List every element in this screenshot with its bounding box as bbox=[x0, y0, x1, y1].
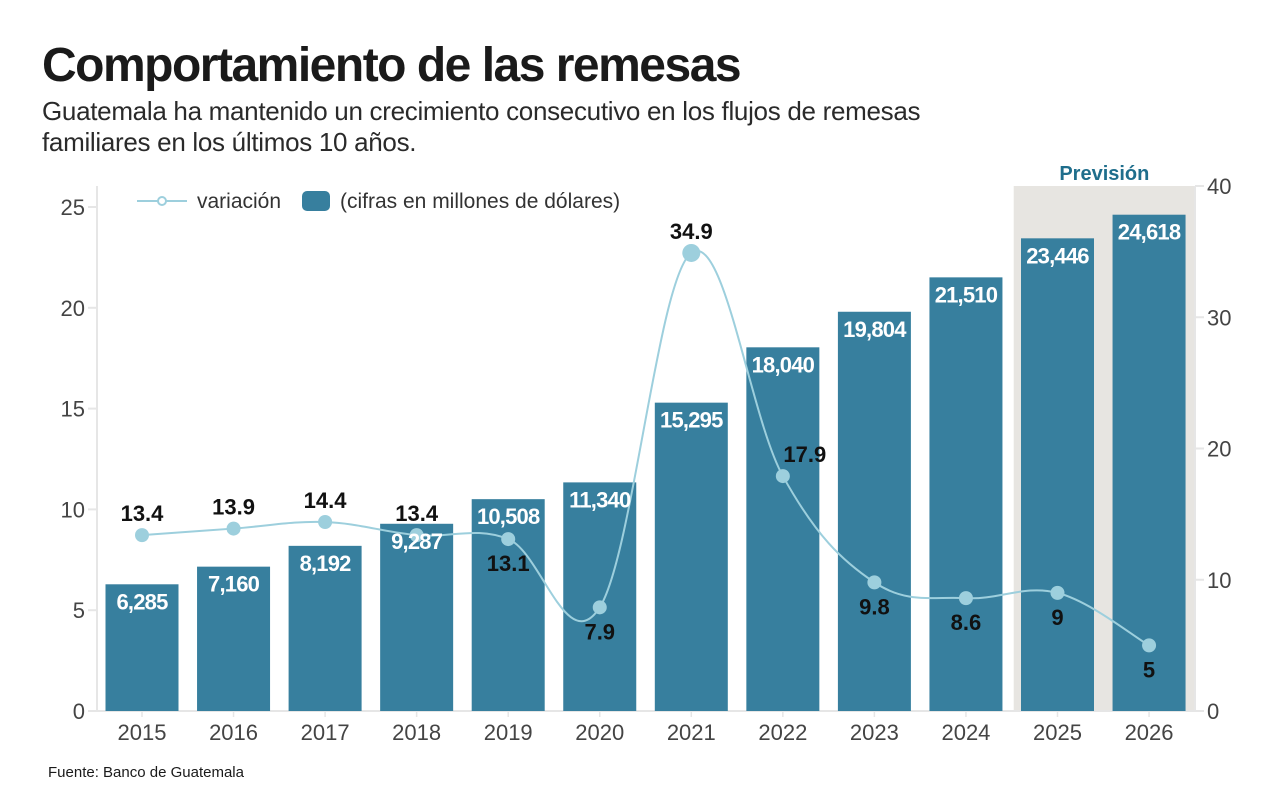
bar-2019 bbox=[471, 499, 545, 711]
bar-2020 bbox=[563, 482, 637, 711]
legend-label-variacion: variación bbox=[197, 190, 281, 213]
bar-2017 bbox=[288, 545, 362, 711]
x-tick-label: 2020 bbox=[575, 720, 624, 745]
bar-2022 bbox=[746, 347, 820, 711]
source-note: Fuente: Banco de Guatemala bbox=[48, 764, 244, 781]
variation-label-2018: 13.4 bbox=[395, 501, 439, 526]
right-tick-label: 30 bbox=[1207, 305, 1231, 330]
left-tick-label: 0 bbox=[73, 699, 85, 724]
variation-point-2020 bbox=[592, 600, 607, 615]
bar-label-2022: 18,040 bbox=[752, 352, 815, 377]
right-tick-label: 10 bbox=[1207, 568, 1231, 593]
variation-label-2020: 7.9 bbox=[584, 619, 615, 644]
bar-label-2023: 19,804 bbox=[843, 317, 907, 342]
legend-label-cifras: (cifras en millones de dólares) bbox=[340, 190, 620, 213]
chart-title: Comportamiento de las remesas bbox=[42, 39, 742, 92]
bar-label-2021: 15,295 bbox=[660, 408, 723, 433]
bar-label-2019: 10,508 bbox=[477, 504, 540, 529]
bar-label-2016: 7,160 bbox=[208, 572, 260, 597]
variation-label-2016: 13.9 bbox=[212, 495, 255, 520]
variation-point-2024 bbox=[958, 591, 973, 606]
legend-line-marker bbox=[157, 196, 167, 206]
variation-label-2023: 9.8 bbox=[859, 594, 890, 619]
bar-label-2024: 21,510 bbox=[935, 282, 998, 307]
x-tick-label: 2019 bbox=[484, 720, 533, 745]
bar-2021 bbox=[654, 402, 728, 711]
legend-bar-swatch bbox=[302, 191, 330, 211]
bar-label-2017: 8,192 bbox=[300, 551, 352, 576]
bar-2026 bbox=[1112, 214, 1186, 712]
variation-label-2025: 9 bbox=[1051, 605, 1063, 630]
forecast-label: Previsión bbox=[1059, 163, 1149, 185]
right-tick-label: 40 bbox=[1207, 174, 1231, 199]
bar-2016 bbox=[197, 566, 271, 711]
right-tick-label: 20 bbox=[1207, 437, 1231, 462]
variation-point-2019 bbox=[501, 532, 516, 547]
legend: variación (cifras en millones de dólares… bbox=[137, 190, 620, 213]
bar-2015 bbox=[105, 584, 179, 711]
variation-point-2018 bbox=[409, 528, 424, 543]
bar-label-2015: 6,285 bbox=[116, 589, 168, 614]
variation-label-2024: 8.6 bbox=[951, 610, 982, 635]
bar-label-2020: 11,340 bbox=[569, 487, 631, 512]
bar-2025 bbox=[1021, 238, 1094, 711]
bar-label-2025: 23,446 bbox=[1026, 243, 1089, 268]
variation-point-2015 bbox=[135, 528, 149, 543]
x-tick-label: 2024 bbox=[941, 720, 990, 745]
x-tick-label: 2017 bbox=[301, 720, 350, 745]
variation-point-2016 bbox=[226, 521, 241, 536]
x-tick-label: 2023 bbox=[850, 720, 899, 745]
bar-label-2018: 9,287 bbox=[391, 529, 443, 554]
chart-subtitle: Guatemala ha mantenido un crecimiento co… bbox=[42, 96, 921, 157]
x-tick-label: 2026 bbox=[1125, 720, 1174, 745]
variation-point-2017 bbox=[318, 515, 333, 529]
variation-point-2025 bbox=[1050, 585, 1065, 600]
variation-label-2021: 34.9 bbox=[670, 219, 713, 244]
x-tick-label: 2025 bbox=[1033, 720, 1082, 745]
variation-point-2021 bbox=[682, 243, 701, 262]
left-tick-label: 15 bbox=[61, 397, 85, 422]
x-tick-label: 2018 bbox=[392, 720, 441, 745]
variation-point-2026 bbox=[1142, 638, 1157, 653]
bar-2023 bbox=[837, 311, 911, 711]
variation-point-2023 bbox=[867, 575, 882, 590]
bar-label-2026: 24,618 bbox=[1118, 220, 1181, 245]
left-tick-label: 25 bbox=[61, 195, 85, 220]
right-tick-label: 0 bbox=[1207, 699, 1219, 724]
variation-point-2022 bbox=[775, 469, 790, 484]
x-tick-label: 2022 bbox=[758, 720, 807, 745]
left-tick-label: 10 bbox=[61, 497, 85, 522]
bar-2024 bbox=[929, 277, 1003, 711]
variation-label-2026: 5 bbox=[1143, 657, 1155, 682]
variation-label-2022: 17.9 bbox=[783, 442, 826, 467]
variation-label-2017: 14.4 bbox=[304, 488, 348, 513]
bar-2018 bbox=[380, 523, 454, 711]
left-tick-label: 20 bbox=[61, 296, 85, 321]
x-tick-label: 2016 bbox=[209, 720, 258, 745]
x-tick-label: 2021 bbox=[667, 720, 716, 745]
variation-label-2019: 13.1 bbox=[487, 551, 530, 576]
left-tick-label: 5 bbox=[73, 598, 85, 623]
variation-label-2015: 13.4 bbox=[121, 501, 165, 526]
x-tick-label: 2015 bbox=[118, 720, 167, 745]
